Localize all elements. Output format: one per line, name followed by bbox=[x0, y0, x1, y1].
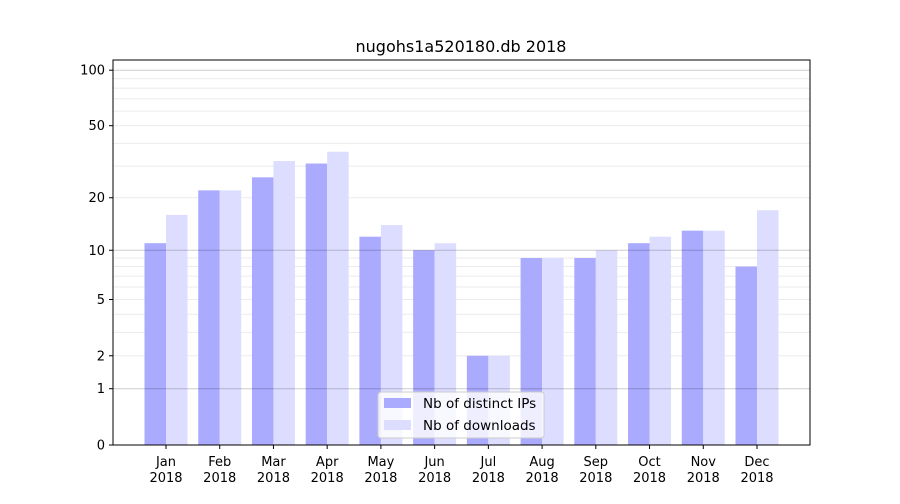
bar-downloads bbox=[703, 230, 725, 445]
x-tick-label: Apr 2018 bbox=[311, 455, 344, 486]
bar-distinct-ips bbox=[681, 230, 704, 445]
y-tick-label: 20 bbox=[88, 191, 105, 206]
legend-swatch-downloads bbox=[384, 420, 411, 430]
bar-downloads bbox=[380, 225, 403, 445]
bar-distinct-ips bbox=[198, 190, 220, 445]
x-tick-label: Nov 2018 bbox=[687, 455, 720, 486]
bar-downloads bbox=[219, 190, 242, 445]
x-tick-label: May 2018 bbox=[364, 455, 397, 486]
x-axis: Jan 2018 Feb 2018 Mar 2018 Apr 2018 May 2018 Jun 20… bbox=[149, 445, 774, 486]
x-tick-label: Feb 2018 bbox=[203, 455, 236, 486]
y-tick-label: 10 bbox=[88, 244, 105, 259]
x-tick-label: Sep 2018 bbox=[579, 455, 612, 486]
bar-distinct-ips bbox=[628, 243, 650, 445]
y-tick-label: 0 bbox=[97, 439, 105, 454]
x-tick-label: Jul 2018 bbox=[472, 455, 505, 486]
legend-label-ips: Nb of distinct IPs bbox=[423, 396, 536, 412]
y-tick-label: 1 bbox=[97, 382, 105, 397]
chart-title: nugohs1a520180.db 2018 bbox=[356, 37, 567, 56]
x-tick-label: Mar 2018 bbox=[257, 455, 290, 486]
y-tick-label: 5 bbox=[97, 293, 105, 308]
x-tick-label: Aug 2018 bbox=[526, 455, 559, 486]
x-tick-label: Jan 2018 bbox=[149, 455, 182, 486]
bar-distinct-ips bbox=[735, 266, 757, 445]
bar-downloads bbox=[649, 236, 672, 445]
x-tick-label: Jun 2018 bbox=[418, 455, 451, 486]
bar-downloads bbox=[327, 151, 349, 445]
legend-label-downloads: Nb of downloads bbox=[423, 418, 536, 434]
bar-downloads bbox=[595, 250, 618, 445]
y-tick-label: 100 bbox=[80, 64, 105, 79]
major-grid-lines bbox=[113, 69, 810, 390]
bar-distinct-ips bbox=[574, 258, 596, 445]
x-tick-label: Oct 2018 bbox=[633, 455, 666, 486]
legend-swatch-ips bbox=[384, 398, 411, 408]
y-axis: 0 1 2 5 10 20 50 100 bbox=[80, 64, 113, 454]
bar-downloads bbox=[166, 214, 188, 445]
bar-downloads bbox=[757, 210, 779, 445]
x-tick-label: Dec 2018 bbox=[740, 455, 773, 486]
axes-frame bbox=[112, 59, 811, 446]
bar-distinct-ips bbox=[305, 163, 328, 445]
bar-distinct-ips bbox=[359, 236, 381, 445]
bar-downloads bbox=[542, 258, 564, 445]
y-tick-label: 2 bbox=[97, 349, 105, 364]
legend: Nb of distinct IPs Nb of downloads bbox=[377, 391, 545, 439]
bar-distinct-ips bbox=[251, 177, 274, 446]
bar-distinct-ips bbox=[144, 243, 166, 445]
bars bbox=[144, 151, 779, 446]
legend-box bbox=[377, 391, 545, 439]
bar-downloads bbox=[273, 161, 295, 445]
y-tick-label: 50 bbox=[88, 119, 105, 134]
